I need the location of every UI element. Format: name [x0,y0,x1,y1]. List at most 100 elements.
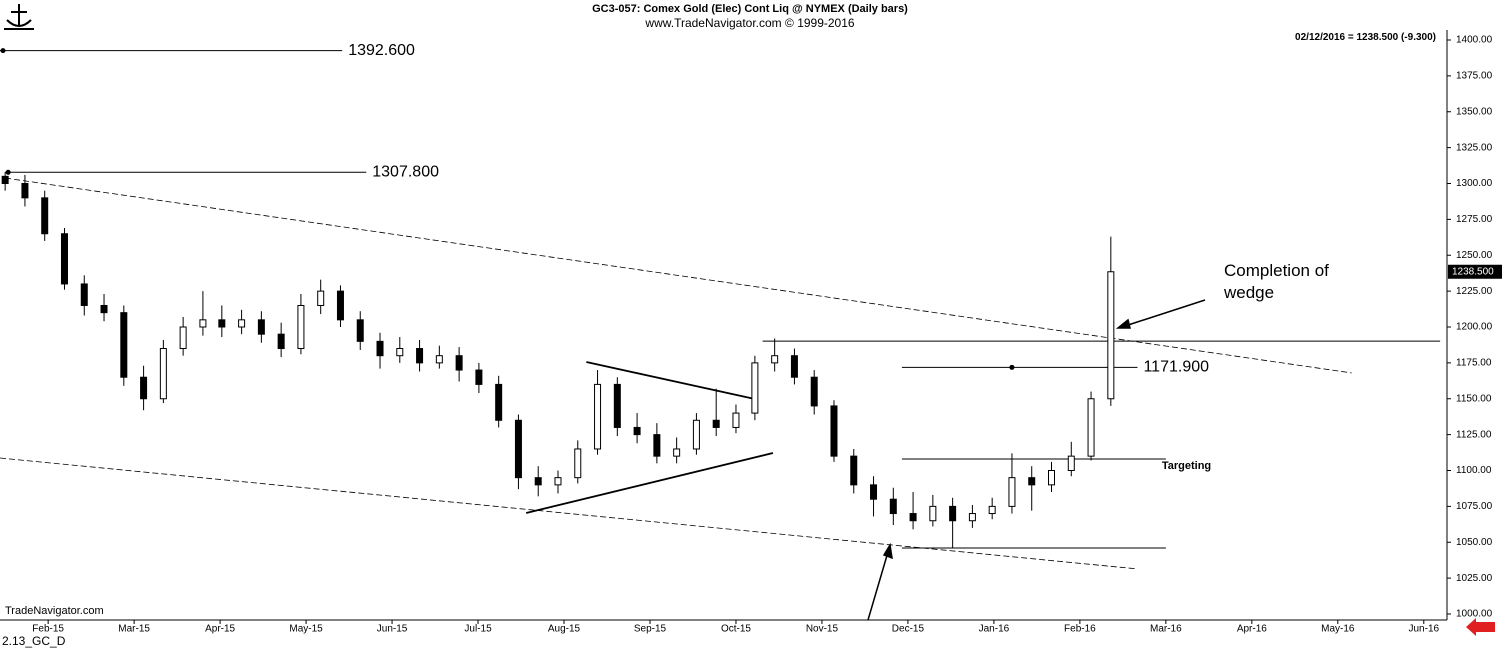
candle [949,497,957,548]
candle [60,227,68,290]
candle [435,345,443,369]
candle-body [771,355,779,364]
level-dot [0,48,6,54]
footer: 2.13_GC_D [2,634,66,648]
candle-body [988,505,996,515]
candle [1067,441,1075,477]
candle-body [870,484,878,500]
candle [594,370,602,455]
level-label: Targeting [1162,460,1211,472]
x-tick-label: May-16 [1321,624,1355,635]
candle [810,370,818,415]
trendline [0,457,1138,570]
candle [356,311,364,350]
candle [396,337,404,363]
candle-body [1107,271,1115,400]
candle [100,293,108,322]
chart-title: GC3-057: Comex Gold (Elec) Cont Liq @ NY… [592,3,908,15]
y-tick-label: 1300.00 [1456,178,1493,189]
candle [732,404,740,434]
candle [929,494,937,527]
candle [257,311,265,343]
x-tick-label: May-15 [289,624,323,635]
candle [1008,453,1016,514]
last-price-label: 1238.500 [1452,266,1494,277]
x-tick-label: Jul-15 [464,624,492,635]
candle [1048,461,1056,493]
candle-body [317,290,325,306]
candle-body [1,175,9,184]
candle-body [336,290,344,321]
candle-body [1048,470,1056,486]
annotation-line: Completion of [1224,261,1329,280]
candle [80,275,88,316]
candle [534,466,542,497]
candle [692,413,700,455]
candle-body [712,419,720,428]
candle [633,413,641,444]
candle-body [159,348,167,400]
x-tick-label: Feb-16 [1064,624,1096,635]
candle-body [554,477,562,486]
candle-body [732,412,740,428]
candle [751,355,759,421]
candle [336,285,344,327]
scroll-arrow[interactable] [1466,618,1495,636]
trendline [586,361,756,400]
candle-body [574,448,582,479]
candle-body [21,183,29,199]
candle [159,339,167,404]
candle [830,400,838,462]
candle-body [514,419,522,479]
x-tick-label: Jan-16 [979,624,1010,635]
candle-body [495,383,503,421]
candle-body [830,405,838,457]
y-tick-label: 1050.00 [1456,537,1493,548]
price-info: 02/12/2016 = 1238.500 (-9.300) [1295,32,1436,43]
candle-body [179,326,187,350]
candle [653,423,661,464]
candle-body [199,319,207,328]
y-tick-label: 1325.00 [1456,142,1493,153]
x-tick-label: Dec-15 [892,624,925,635]
candle-body [80,283,88,306]
candle-body [416,348,424,364]
candle [889,487,897,526]
candle-body [534,477,542,486]
annotation-line: wedge [1223,283,1274,302]
candle [613,377,621,437]
candle-body [929,505,937,522]
candle-body [1067,455,1075,471]
candle-body [376,340,384,357]
candle [416,339,424,372]
x-tick-label: Apr-15 [205,624,235,635]
candle-body [889,498,897,515]
level-label: 1171.900 [1143,359,1209,376]
candle [988,497,996,520]
candle [790,348,798,385]
candle [909,492,917,530]
candle [376,332,384,369]
annotation-arrows [867,299,1206,621]
x-tick-label: Jun-15 [377,624,408,635]
candle-body [41,197,49,235]
y-tick-label: 1375.00 [1456,71,1493,82]
y-tick-label: 1175.00 [1456,358,1492,369]
x-tick-label: Oct-15 [721,624,751,635]
candle [850,448,858,494]
candle [41,190,49,241]
candle-body [435,355,443,364]
candle [771,338,779,372]
level-label: 1307.800 [372,164,439,181]
candle-body [653,434,661,457]
candle-body [277,333,285,350]
last-price-box [1448,264,1502,279]
candle [1028,466,1036,511]
candle-body [356,319,364,342]
candle-body [692,419,700,450]
candle-body [673,448,681,457]
candle [870,476,878,517]
trendline [525,452,774,514]
candle [140,365,148,411]
